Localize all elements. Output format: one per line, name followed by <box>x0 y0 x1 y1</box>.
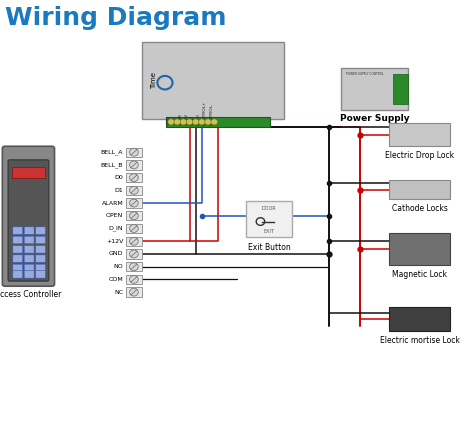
Text: COM: COM <box>109 277 123 282</box>
FancyBboxPatch shape <box>13 255 23 262</box>
Circle shape <box>129 225 138 232</box>
Circle shape <box>186 119 193 125</box>
Text: Access Controller: Access Controller <box>0 290 62 299</box>
Text: NO: NO <box>113 264 123 269</box>
Text: Electric mortise Lock: Electric mortise Lock <box>380 336 459 345</box>
FancyBboxPatch shape <box>24 264 34 272</box>
Circle shape <box>129 212 138 220</box>
Text: GND: GND <box>109 251 123 257</box>
Text: Time: Time <box>151 72 157 89</box>
Text: Wiring Diagram: Wiring Diagram <box>5 6 226 31</box>
FancyBboxPatch shape <box>36 227 46 234</box>
FancyBboxPatch shape <box>389 123 450 146</box>
Circle shape <box>129 148 138 156</box>
Bar <box>166 117 270 127</box>
FancyBboxPatch shape <box>24 255 34 262</box>
FancyBboxPatch shape <box>13 236 23 244</box>
FancyBboxPatch shape <box>2 146 55 286</box>
Circle shape <box>174 119 181 125</box>
FancyBboxPatch shape <box>126 224 142 233</box>
FancyBboxPatch shape <box>126 186 142 195</box>
Text: +12V: +12V <box>185 113 189 125</box>
FancyBboxPatch shape <box>389 180 450 199</box>
Text: GND: GND <box>191 115 195 125</box>
FancyBboxPatch shape <box>126 198 142 208</box>
FancyBboxPatch shape <box>126 249 142 259</box>
Circle shape <box>129 250 138 258</box>
Text: POWER SUPPLY CONTROL: POWER SUPPLY CONTROL <box>346 72 383 76</box>
Circle shape <box>180 119 187 125</box>
Bar <box>393 74 408 104</box>
FancyBboxPatch shape <box>126 160 142 170</box>
Text: OPEN: OPEN <box>106 213 123 218</box>
FancyBboxPatch shape <box>126 287 142 297</box>
FancyBboxPatch shape <box>142 42 284 119</box>
FancyBboxPatch shape <box>13 245 23 253</box>
FancyBboxPatch shape <box>24 245 34 253</box>
Text: D_IN: D_IN <box>109 226 123 232</box>
FancyBboxPatch shape <box>246 201 292 237</box>
Text: BELL_B: BELL_B <box>101 162 123 168</box>
FancyBboxPatch shape <box>13 271 23 278</box>
Circle shape <box>129 187 138 194</box>
FancyBboxPatch shape <box>126 275 142 284</box>
FancyBboxPatch shape <box>126 173 142 182</box>
FancyBboxPatch shape <box>389 233 450 265</box>
Text: EXIT: EXIT <box>264 229 274 234</box>
FancyBboxPatch shape <box>126 211 142 220</box>
Circle shape <box>211 119 218 125</box>
FancyBboxPatch shape <box>8 160 49 281</box>
Text: D0: D0 <box>115 175 123 180</box>
Text: D1: D1 <box>115 188 123 193</box>
Circle shape <box>129 161 138 169</box>
FancyBboxPatch shape <box>126 262 142 271</box>
FancyBboxPatch shape <box>24 236 34 244</box>
FancyBboxPatch shape <box>36 264 46 272</box>
Circle shape <box>129 288 138 296</box>
Circle shape <box>129 276 138 283</box>
Text: Electric Drop Lock: Electric Drop Lock <box>385 151 454 159</box>
Circle shape <box>129 263 138 271</box>
FancyBboxPatch shape <box>389 307 450 331</box>
FancyBboxPatch shape <box>36 245 46 253</box>
Circle shape <box>192 119 199 125</box>
Text: Exit Button: Exit Button <box>248 243 291 252</box>
Circle shape <box>205 119 211 125</box>
Circle shape <box>129 199 138 207</box>
Text: Magnetic Lock: Magnetic Lock <box>392 270 447 279</box>
FancyBboxPatch shape <box>24 271 34 278</box>
Text: +NC: +NC <box>173 115 176 125</box>
FancyBboxPatch shape <box>13 227 23 234</box>
FancyBboxPatch shape <box>36 236 46 244</box>
FancyBboxPatch shape <box>24 227 34 234</box>
FancyBboxPatch shape <box>126 148 142 157</box>
FancyBboxPatch shape <box>13 264 23 272</box>
FancyBboxPatch shape <box>126 237 142 246</box>
Circle shape <box>129 174 138 181</box>
Text: +12V: +12V <box>106 239 123 244</box>
Text: ALARM: ALARM <box>101 201 123 206</box>
Text: CONTROL-: CONTROL- <box>210 103 213 125</box>
FancyBboxPatch shape <box>36 255 46 262</box>
Circle shape <box>129 237 138 245</box>
Circle shape <box>168 119 174 125</box>
Text: NC: NC <box>114 290 123 295</box>
Text: +NO: +NO <box>166 115 170 125</box>
FancyBboxPatch shape <box>36 271 46 278</box>
Text: Cathode Locks: Cathode Locks <box>392 204 447 213</box>
Text: DOOR: DOOR <box>262 206 276 212</box>
Text: CONTROL+: CONTROL+ <box>203 100 207 125</box>
Bar <box>12 167 45 178</box>
Text: -COM: -COM <box>179 113 182 125</box>
Text: BELL_A: BELL_A <box>101 149 123 155</box>
Text: Power Supply: Power Supply <box>340 114 409 123</box>
Circle shape <box>199 119 205 125</box>
FancyBboxPatch shape <box>341 68 408 110</box>
Text: PUSH: PUSH <box>197 113 201 125</box>
